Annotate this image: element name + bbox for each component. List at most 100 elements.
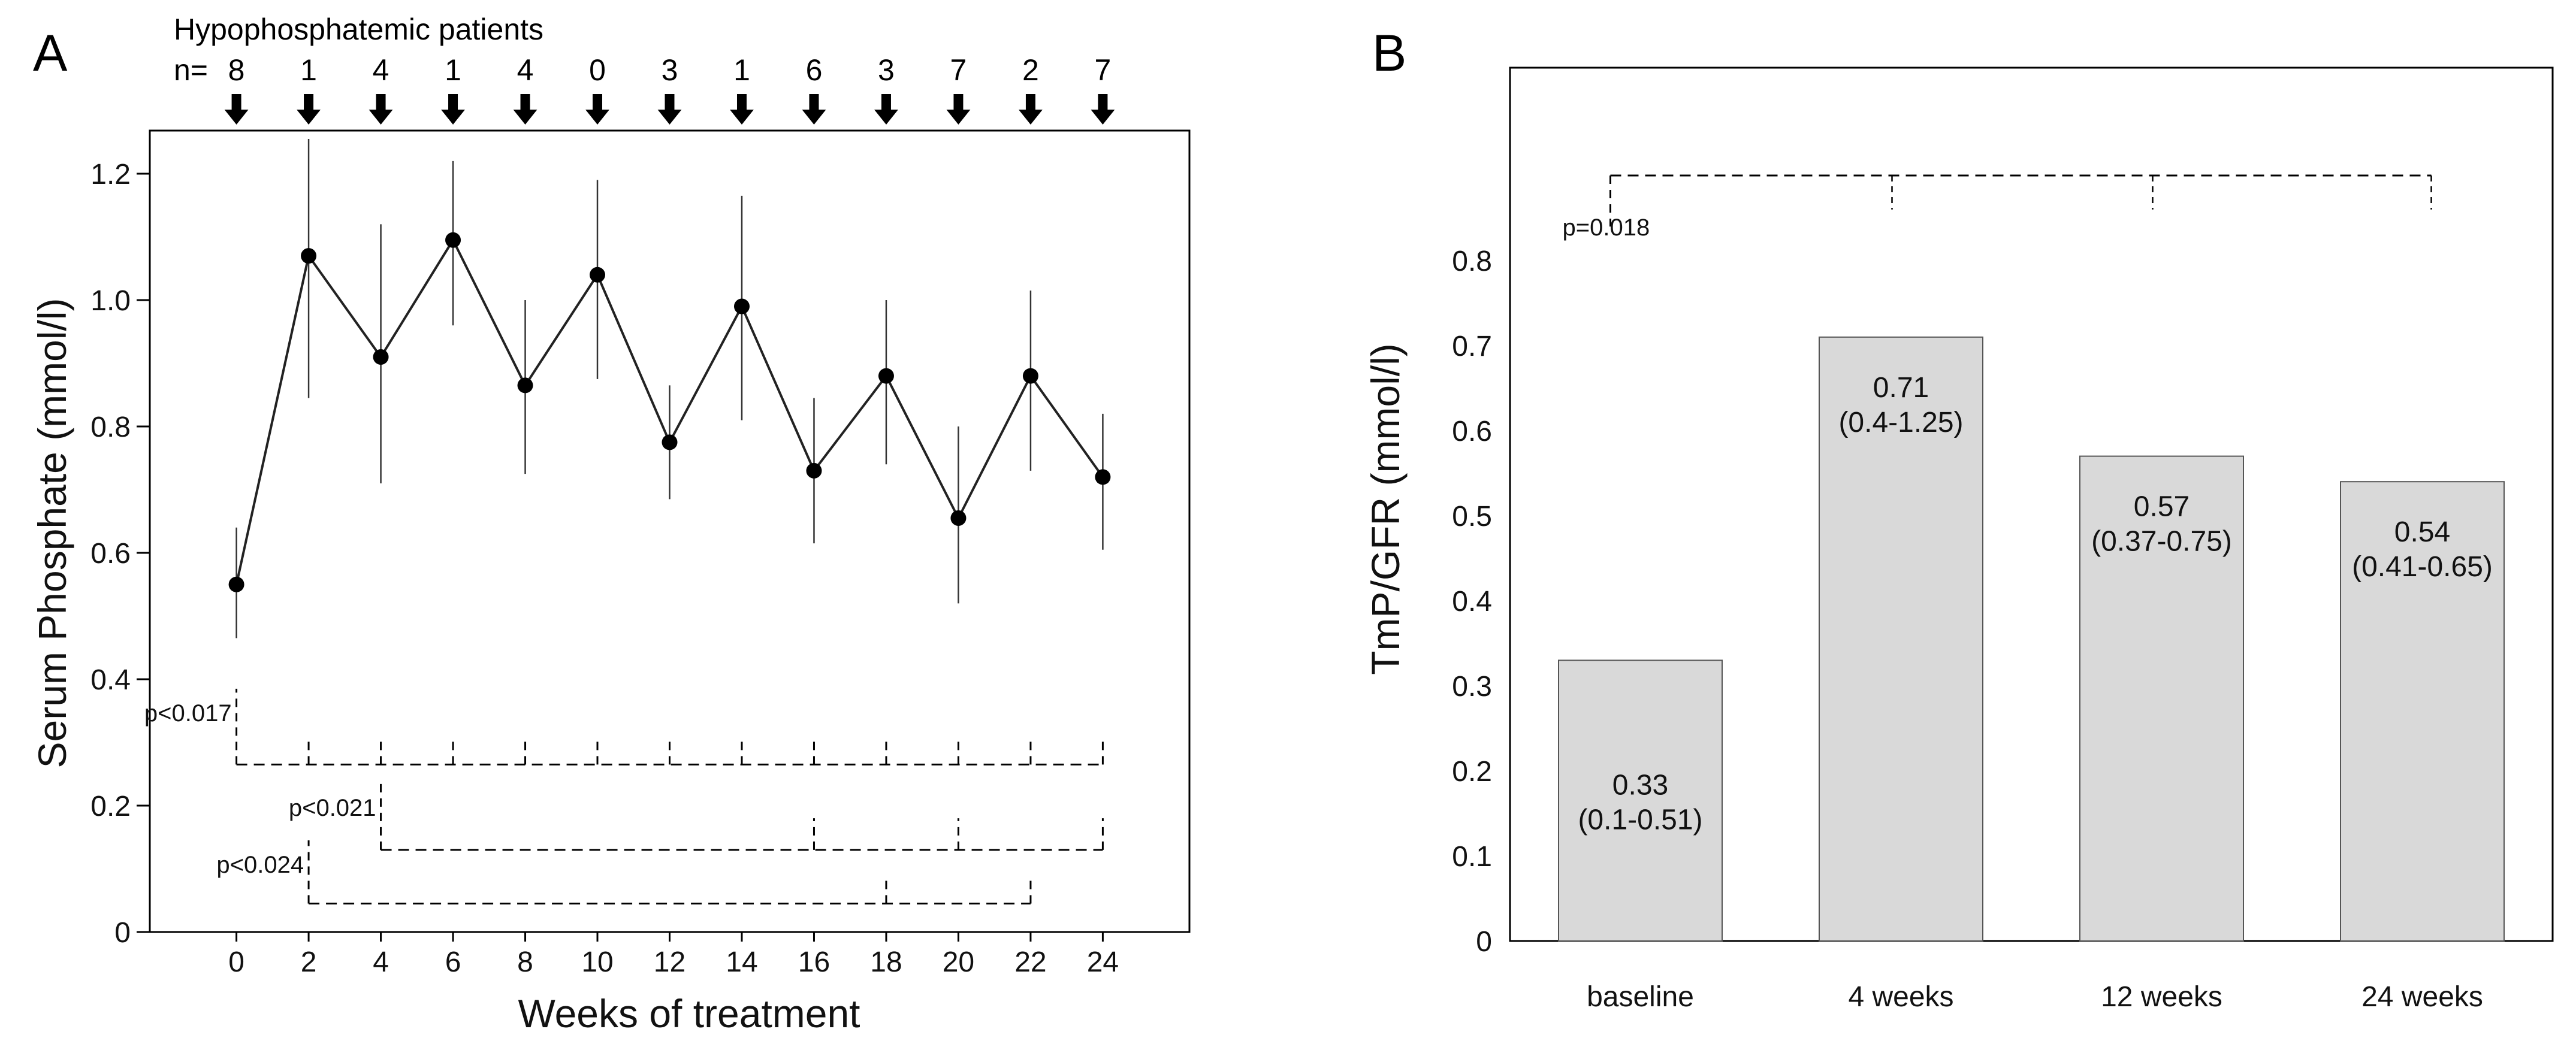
category-label: 12 weeks — [2101, 981, 2222, 1013]
significance-label: p=0.018 — [1563, 214, 1650, 241]
panel-a-x-axis-title: Weeks of treatment — [518, 991, 860, 1036]
data-point — [950, 510, 967, 526]
panel-a-y-axis-title: Serum Phosphate (mmol/l) — [30, 298, 74, 768]
bar — [2340, 481, 2505, 942]
x-tick-label: 24 — [1087, 946, 1119, 978]
panel-letter-a: A — [33, 25, 68, 82]
significance-label: p<0.021 — [289, 795, 376, 821]
panel-b-y-axis-title: TmP/GFR (mmol/l) — [1363, 343, 1408, 675]
down-arrow-icon — [874, 94, 898, 125]
n-count-label: 4 — [373, 53, 389, 87]
down-arrow-icon — [657, 94, 682, 125]
y-tick-label: 0.1 — [1452, 841, 1492, 873]
panel-a-header: Hypophosphatemic patients — [174, 13, 543, 46]
down-arrow-icon — [224, 94, 249, 125]
bar — [1558, 659, 1723, 942]
data-point — [662, 434, 678, 450]
panel-b-y-ticks: 0 0.1 0.2 0.3 0.4 0.5 0.6 0.7 0.8 — [1452, 246, 1492, 958]
n-count-label: 1 — [300, 53, 317, 87]
down-arrow-icon — [946, 94, 971, 125]
data-point — [590, 267, 606, 283]
y-tick-label: 0.7 — [1452, 331, 1492, 362]
y-tick-label: 0.5 — [1452, 501, 1492, 532]
y-tick-label: 0.6 — [1452, 416, 1492, 447]
n-count-label: 4 — [517, 53, 534, 87]
x-tick-label: 18 — [870, 946, 902, 978]
panel-a-significance: p<0.017 p<0.021 p<0.024 — [144, 688, 1104, 905]
down-arrow-icon — [802, 94, 826, 125]
n-count-label: 3 — [662, 53, 678, 87]
y-tick-label: 0.2 — [1452, 756, 1492, 788]
panel-b-plot-frame — [1509, 66, 2554, 942]
x-tick-label: 12 — [654, 946, 685, 978]
significance-label: p<0.017 — [144, 700, 232, 727]
n-count-label: 7 — [1095, 53, 1112, 87]
panel-a-error-bars — [235, 138, 1104, 639]
panel-a-x-ticks: 0 2 4 6 8 10 12 14 16 18 20 22 24 — [228, 932, 1119, 978]
data-point — [228, 576, 244, 592]
x-tick-label: 22 — [1014, 946, 1046, 978]
category-label: baseline — [1587, 981, 1694, 1013]
x-tick-label: 8 — [517, 946, 533, 978]
data-point — [733, 298, 750, 314]
down-arrow-icon — [369, 94, 393, 125]
x-tick-label: 2 — [301, 946, 317, 978]
category-label: 24 weeks — [2361, 981, 2483, 1013]
data-point — [517, 377, 533, 394]
n-count-label: 0 — [589, 53, 606, 87]
down-arrow-icon — [585, 94, 610, 125]
y-tick-label: 1.2 — [90, 159, 131, 190]
bar-value-label: 0.71 — [1873, 372, 1929, 404]
n-prefix: n= — [174, 53, 208, 87]
x-tick-label: 6 — [445, 946, 461, 978]
data-point — [806, 462, 822, 479]
panel-a-arrow-row: 8 1 4 1 4 0 3 1 6 3 7 2 7 — [224, 53, 1115, 125]
data-point — [373, 349, 389, 365]
n-count-label: 7 — [950, 53, 967, 87]
n-count-label: 8 — [228, 53, 245, 87]
y-tick-label: 0 — [1476, 926, 1492, 958]
y-tick-label: 0.4 — [1452, 586, 1492, 618]
bar — [1819, 336, 1983, 942]
bar-range-label: (0.41-0.65) — [2352, 551, 2493, 583]
y-tick-label: 0.4 — [90, 664, 131, 696]
y-tick-label: 0.3 — [1452, 671, 1492, 703]
bar-range-label: (0.1-0.51) — [1578, 804, 1702, 836]
y-tick-label: 0.6 — [90, 538, 131, 570]
y-tick-label: 0.8 — [1452, 246, 1492, 277]
panel-a-y-ticks: 0 0.2 0.4 0.6 0.8 1.0 1.2 — [90, 159, 150, 949]
panel-letter-b: B — [1372, 25, 1406, 82]
down-arrow-icon — [297, 94, 321, 125]
n-count-label: 2 — [1022, 53, 1039, 87]
panel-b-bars: 0.33(0.1-0.51) baseline 0.71(0.4-1.25) 4 we… — [1558, 336, 2505, 1013]
bar-value-label: 0.57 — [2134, 491, 2190, 523]
n-count-label: 6 — [806, 53, 823, 87]
bar-range-label: (0.4-1.25) — [1838, 407, 1963, 438]
y-tick-label: 1.0 — [90, 285, 131, 317]
y-tick-label: 0.8 — [90, 411, 131, 443]
x-tick-label: 0 — [228, 946, 244, 978]
n-count-label: 1 — [445, 53, 461, 87]
y-tick-label: 0 — [114, 917, 131, 949]
x-tick-label: 20 — [943, 946, 974, 978]
down-arrow-icon — [1091, 94, 1115, 125]
down-arrow-icon — [441, 94, 466, 125]
panel-b-significance: p=0.018 — [1563, 174, 2432, 241]
x-tick-label: 16 — [798, 946, 830, 978]
data-point — [301, 248, 317, 264]
down-arrow-icon — [729, 94, 754, 125]
data-point — [878, 368, 894, 384]
bar-value-label: 0.33 — [1612, 770, 1668, 801]
data-point — [1022, 368, 1038, 384]
data-point — [445, 232, 461, 248]
n-count-label: 1 — [733, 53, 750, 87]
x-tick-label: 14 — [726, 946, 757, 978]
y-tick-label: 0.2 — [90, 791, 131, 822]
down-arrow-icon — [513, 94, 537, 125]
data-point — [1095, 469, 1111, 485]
x-tick-label: 4 — [373, 946, 389, 978]
panel-a-series — [228, 232, 1111, 592]
x-tick-label: 10 — [581, 946, 613, 978]
significance-label: p<0.024 — [216, 852, 304, 878]
